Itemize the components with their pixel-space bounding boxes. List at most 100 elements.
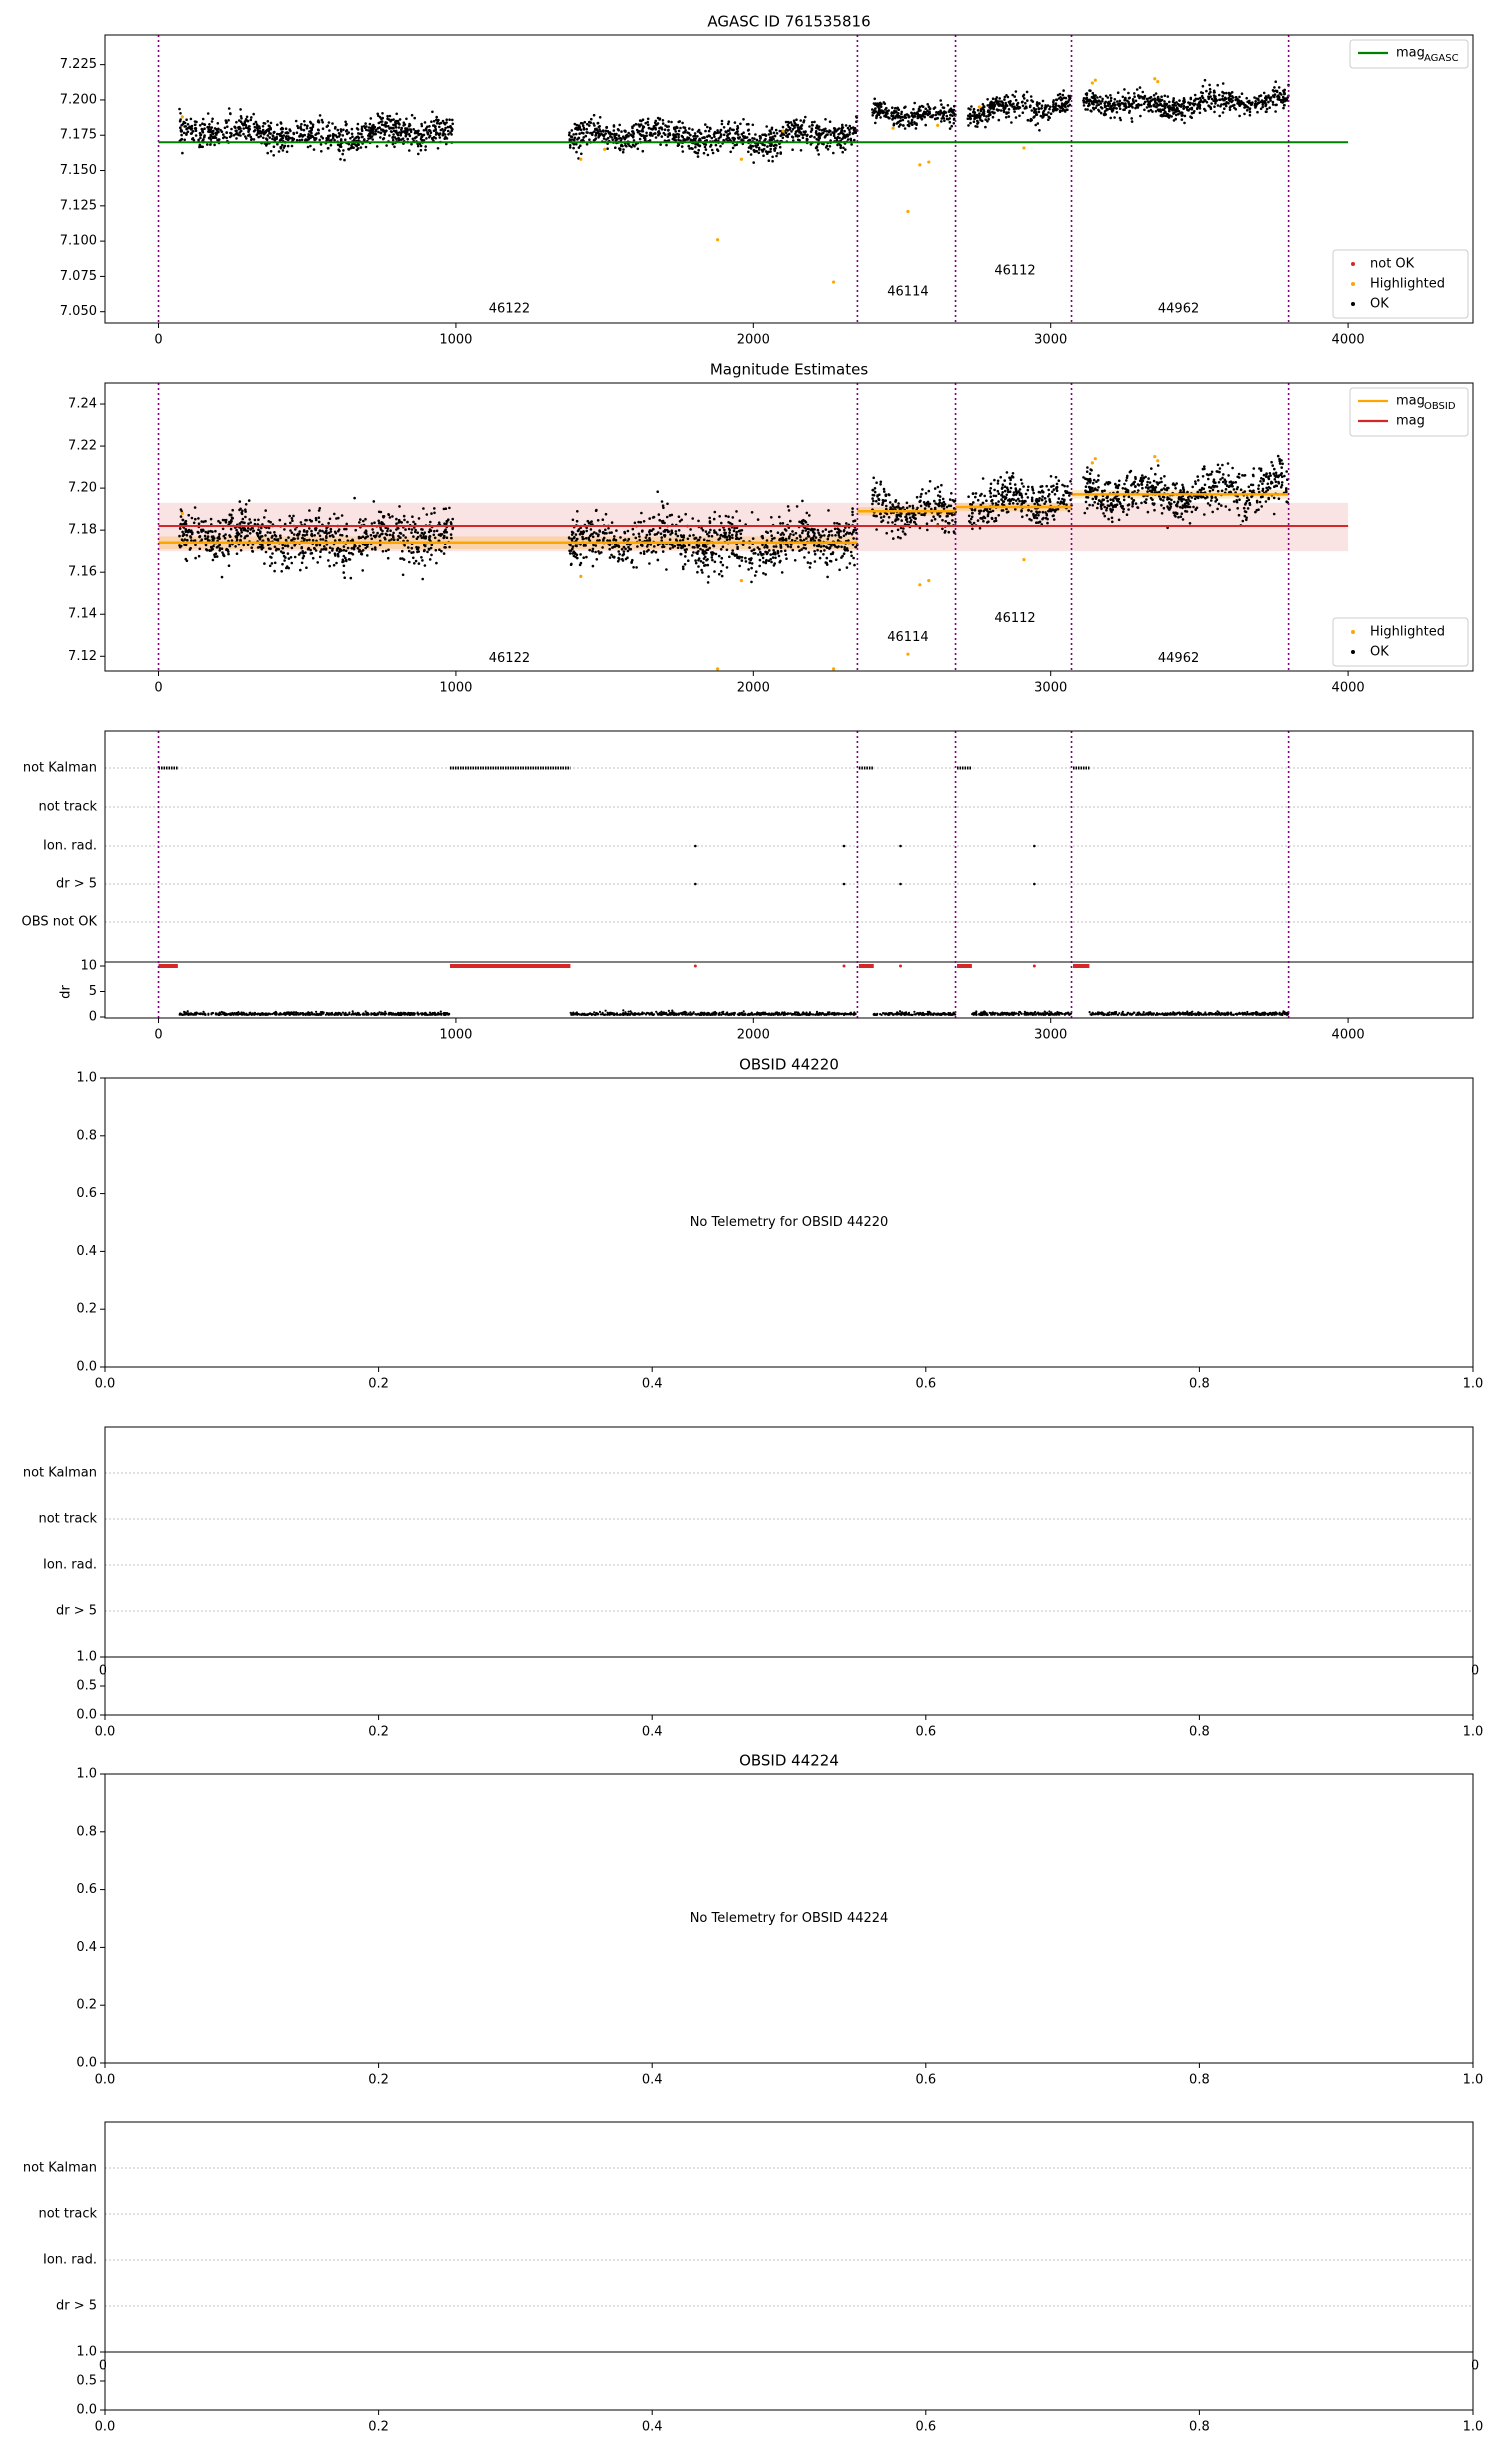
ok-point bbox=[354, 143, 358, 147]
ok-point bbox=[410, 113, 414, 117]
ok-point bbox=[821, 530, 825, 533]
ok-point bbox=[342, 554, 346, 558]
ok-point bbox=[314, 133, 317, 137]
ok-point bbox=[186, 538, 189, 542]
ok-point bbox=[919, 109, 922, 112]
ok-point bbox=[1277, 86, 1281, 89]
ok-point bbox=[372, 534, 376, 538]
ok-point bbox=[925, 522, 929, 525]
ok-point bbox=[640, 511, 643, 515]
ok-point bbox=[898, 119, 902, 123]
ok-point bbox=[677, 135, 680, 139]
ok-point bbox=[682, 138, 685, 142]
ok-point bbox=[200, 520, 203, 523]
ok-point bbox=[1124, 106, 1128, 110]
ok-point bbox=[1239, 101, 1243, 105]
ok-point bbox=[651, 128, 654, 131]
ok-point bbox=[912, 107, 915, 111]
ok-point bbox=[665, 515, 669, 519]
ok-point bbox=[714, 552, 718, 556]
ok-point bbox=[373, 521, 376, 524]
ok-point bbox=[208, 125, 211, 129]
ok-point bbox=[821, 131, 825, 135]
ok-point bbox=[988, 109, 991, 113]
ok-point bbox=[996, 101, 1000, 104]
ok-point bbox=[770, 560, 773, 564]
panel-2: 461224611446112449627.127.147.167.187.20… bbox=[68, 361, 1469, 696]
ok-point bbox=[218, 549, 221, 552]
ok-point bbox=[844, 148, 847, 151]
ok-point bbox=[993, 111, 996, 115]
ok-point bbox=[708, 126, 712, 130]
ok-point bbox=[926, 113, 930, 117]
ok-point bbox=[419, 148, 423, 152]
ok-point bbox=[618, 552, 621, 556]
ok-point bbox=[985, 115, 988, 118]
ok-point bbox=[830, 529, 833, 533]
ok-point bbox=[764, 550, 767, 554]
ok-point bbox=[1128, 109, 1131, 113]
ok-point bbox=[828, 129, 831, 132]
ok-point bbox=[629, 547, 633, 551]
ok-point bbox=[354, 544, 357, 548]
ok-point bbox=[845, 547, 849, 550]
ok-point bbox=[450, 536, 453, 540]
ok-point bbox=[613, 535, 616, 538]
ok-point bbox=[1104, 113, 1108, 116]
ok-point bbox=[660, 539, 663, 542]
ok-point bbox=[718, 572, 721, 576]
ok-point bbox=[252, 138, 256, 141]
ok-point bbox=[678, 520, 682, 523]
ok-point bbox=[894, 519, 897, 523]
ok-point bbox=[816, 544, 819, 548]
ok-point bbox=[998, 103, 1002, 106]
ok-point bbox=[608, 556, 612, 559]
ok-point bbox=[706, 581, 710, 584]
ok-point bbox=[775, 132, 779, 135]
ok-point bbox=[890, 114, 893, 118]
ok-point bbox=[657, 531, 660, 534]
ok-point bbox=[644, 536, 648, 539]
ok-point bbox=[339, 157, 342, 161]
ok-point bbox=[836, 539, 840, 542]
ok-point bbox=[301, 533, 305, 537]
ok-point bbox=[882, 499, 886, 503]
ok-point bbox=[1221, 111, 1225, 114]
ok-point bbox=[969, 517, 973, 521]
ok-point bbox=[294, 119, 298, 123]
ok-point bbox=[887, 516, 891, 519]
ok-point bbox=[376, 112, 380, 116]
ok-point bbox=[1109, 96, 1113, 100]
ok-point bbox=[819, 545, 823, 548]
ok-point bbox=[1152, 103, 1156, 107]
ok-point bbox=[813, 544, 816, 547]
ok-point bbox=[687, 136, 691, 140]
ok-point bbox=[1278, 92, 1282, 95]
ok-point bbox=[191, 130, 195, 133]
ok-point bbox=[735, 536, 739, 540]
ok-point bbox=[267, 547, 271, 550]
ok-point bbox=[1011, 93, 1014, 97]
ok-point bbox=[385, 124, 388, 128]
ok-point bbox=[268, 564, 272, 568]
ok-point bbox=[704, 123, 707, 126]
ok-point bbox=[388, 134, 391, 137]
ok-point bbox=[178, 545, 182, 549]
ok-point bbox=[622, 550, 626, 553]
ok-point bbox=[941, 518, 944, 522]
ok-point bbox=[804, 547, 808, 550]
ok-point bbox=[760, 535, 764, 538]
ok-point bbox=[217, 519, 220, 523]
ok-point bbox=[377, 114, 380, 118]
ok-point bbox=[662, 131, 666, 135]
ok-point bbox=[766, 152, 769, 155]
ok-point bbox=[432, 119, 436, 123]
ok-point bbox=[1274, 110, 1277, 113]
ok-point bbox=[924, 107, 927, 111]
ok-point bbox=[266, 151, 270, 155]
ok-point bbox=[1143, 100, 1147, 104]
ok-point bbox=[791, 148, 794, 151]
ok-point bbox=[331, 547, 334, 551]
ok-point bbox=[913, 115, 917, 118]
ok-point bbox=[204, 519, 207, 523]
